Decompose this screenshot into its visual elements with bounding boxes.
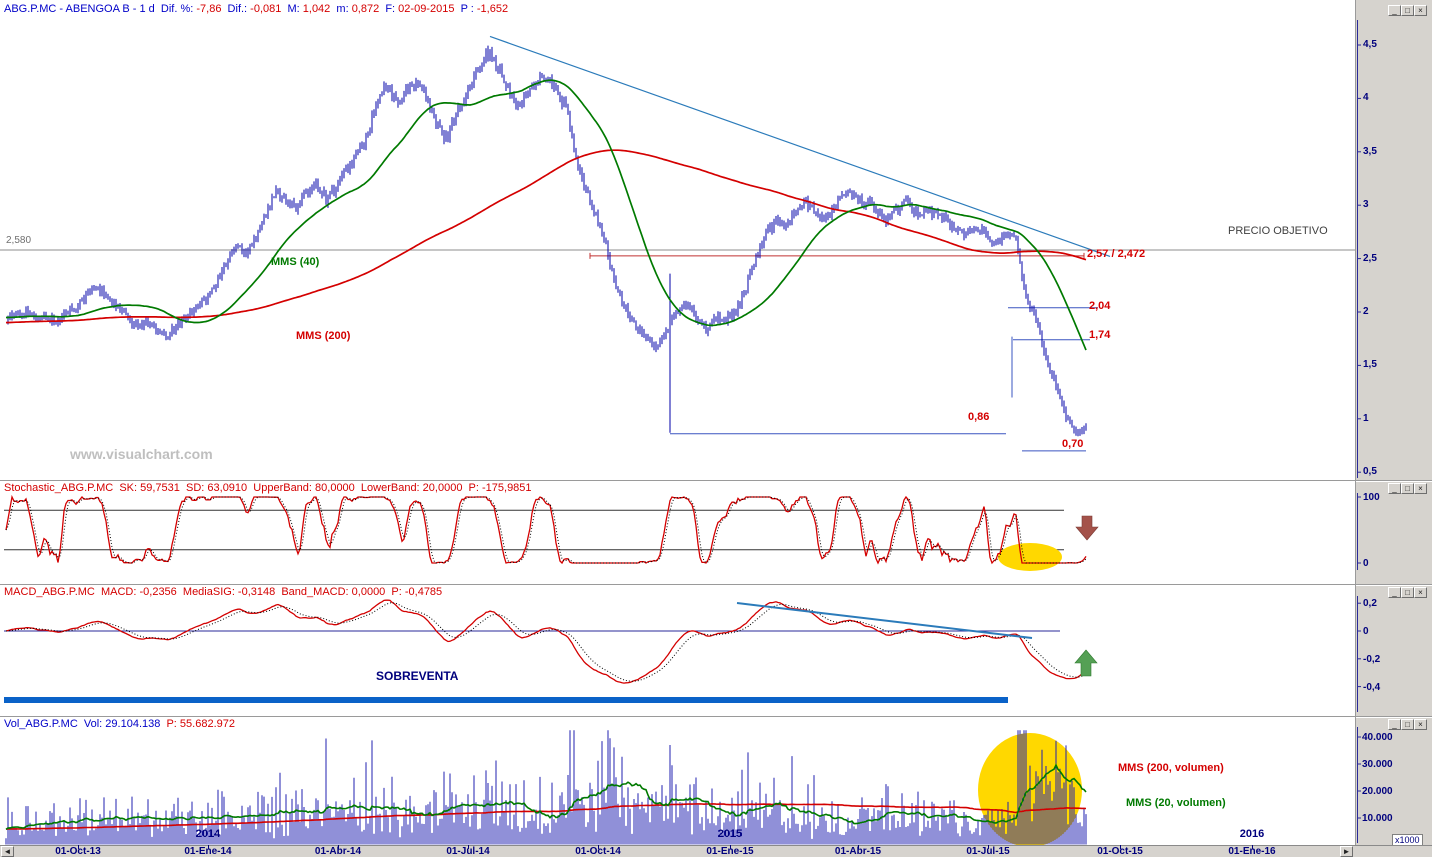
- stoch-panel-minimize-button[interactable]: _: [1388, 483, 1401, 494]
- level-174-label: 1,74: [1089, 329, 1111, 341]
- year-label: 2015: [717, 828, 743, 840]
- vol-panel-minimize-button[interactable]: _: [1388, 719, 1401, 730]
- target-range-label: 2,57 / 2,472: [1087, 248, 1146, 260]
- price-panel-header: ABG.P.MC - ABENGOA B - 1 d Dif. %: -7,86…: [4, 3, 509, 15]
- x-axis-tick-mark: [78, 845, 79, 849]
- vol-mms20-label: MMS (20, volumen): [1126, 797, 1226, 809]
- scroll-left-button[interactable]: ◄: [1, 846, 14, 857]
- x-axis-date-label: 01-Oct-15: [1097, 846, 1143, 857]
- x-axis-tick-mark: [730, 845, 731, 849]
- stoch-scale-tick: 0: [1363, 558, 1369, 569]
- vol-scale-tick: 40.000: [1362, 732, 1393, 743]
- macd-scale-tick: 0,2: [1363, 598, 1377, 610]
- macd-scale-tick: -0,4: [1363, 681, 1381, 693]
- macd-panel-header: MACD_ABG.P.MC MACD: -0,2356 MediaSIG: -0…: [4, 586, 443, 598]
- scroll-right-button[interactable]: ►: [1340, 846, 1353, 857]
- vol-axis-line: [1357, 727, 1358, 843]
- year-label: 2016: [1239, 828, 1265, 840]
- macd-axis-line: [1357, 596, 1358, 712]
- scale-strip: [1355, 0, 1432, 857]
- panel-separator-highlight: [0, 481, 1432, 482]
- stoch-scale-tick: 100: [1363, 492, 1380, 503]
- x-axis-tick-mark: [598, 845, 599, 849]
- price-scale-tick: 1: [1363, 412, 1369, 424]
- sobreventa-label: SOBREVENTA: [376, 669, 459, 683]
- price-scale-tick: 2: [1363, 306, 1369, 317]
- macd-panel-maximize-button[interactable]: □: [1401, 587, 1414, 598]
- x-axis-date-label: 01-Ene-14: [184, 846, 232, 857]
- stochastic-panel-header: Stochastic_ABG.P.MC SK: 59,7531 SD: 63,0…: [4, 482, 532, 494]
- stoch-panel-close-button[interactable]: ×: [1414, 483, 1427, 494]
- x-axis-date-label: 01-Oct-14: [575, 846, 621, 857]
- price-scale-tick: 3,5: [1363, 145, 1377, 157]
- price-scale-tick: 3: [1363, 199, 1369, 211]
- level-204-label: 2,04: [1089, 300, 1111, 312]
- price-scale-tick: 4: [1363, 92, 1369, 104]
- mms200-label: MMS (200): [296, 330, 351, 342]
- volume-panel-header: Vol_ABG.P.MC Vol: 29.104.138 P: 55.682.9…: [4, 718, 235, 730]
- precio-objetivo-label: PRECIO OBJETIVO: [1228, 225, 1328, 237]
- x-axis-tick-mark: [1120, 845, 1121, 849]
- x-axis-tick-mark: [1252, 845, 1253, 849]
- x-axis-date-label: 01-Jul-14: [446, 846, 490, 857]
- vol-panel-close-button[interactable]: ×: [1414, 719, 1427, 730]
- macd-scale-tick: 0: [1363, 626, 1369, 637]
- vol-scale-tick: 20.000: [1362, 786, 1393, 797]
- panel-separator-highlight: [0, 585, 1432, 586]
- vol-scale-tick: 30.000: [1362, 759, 1393, 770]
- year-label: 2014: [195, 828, 221, 840]
- x-axis-tick-mark: [468, 845, 469, 849]
- macd-scale-tick: -0,2: [1363, 653, 1381, 665]
- macd-panel-close-button[interactable]: ×: [1414, 587, 1427, 598]
- price-panel-minimize-button[interactable]: _: [1388, 5, 1401, 16]
- vol-scale-tick: 10.000: [1362, 813, 1393, 824]
- scale-separator: [1355, 0, 1356, 845]
- x-axis-date-label: 01-Abr-14: [314, 846, 362, 857]
- x-axis-date-label: 01-Oct-13: [55, 846, 101, 857]
- panel-separator: [0, 716, 1432, 717]
- stoch-panel-maximize-button[interactable]: □: [1401, 483, 1414, 494]
- stoch-axis-line: [1357, 493, 1358, 570]
- price-scale-tick: 4,5: [1363, 39, 1377, 50]
- vol-panel-maximize-button[interactable]: □: [1401, 719, 1414, 730]
- price-scale-tick: 0,5: [1363, 466, 1377, 478]
- panel-separator: [0, 480, 1432, 481]
- level-086-label: 0,86: [968, 411, 990, 423]
- watermark: www.visualchart.com: [70, 446, 213, 462]
- vol-mms200-label: MMS (200, volumen): [1118, 762, 1224, 774]
- panel-separator: [0, 584, 1432, 585]
- x-axis-tick-mark: [858, 845, 859, 849]
- x-axis-strip: [0, 845, 1432, 857]
- price-scale-tick: 1,5: [1363, 359, 1377, 371]
- mms40-label: MMS (40): [271, 256, 320, 268]
- x-axis-date-label: 01-Abr-15: [834, 846, 882, 857]
- x-axis-date-label: 01-Ene-16: [1228, 846, 1276, 857]
- price-panel-maximize-button[interactable]: □: [1401, 5, 1414, 16]
- x-axis-tick-mark: [338, 845, 339, 849]
- x-axis-tick-mark: [208, 845, 209, 849]
- macd-panel-minimize-button[interactable]: _: [1388, 587, 1401, 598]
- x-axis-date-label: 01-Jul-15: [966, 846, 1010, 857]
- level-070-label: 0,70: [1062, 438, 1084, 450]
- price-axis-line: [1357, 20, 1358, 478]
- panel-separator-highlight: [0, 717, 1432, 718]
- x-axis-date-label: 01-Ene-15: [706, 846, 754, 857]
- price-scale-tick: 2,5: [1363, 252, 1377, 264]
- price-panel-close-button[interactable]: ×: [1414, 5, 1427, 16]
- price-level-2580-label: 2,580: [6, 235, 32, 246]
- x-axis-tick-mark: [988, 845, 989, 849]
